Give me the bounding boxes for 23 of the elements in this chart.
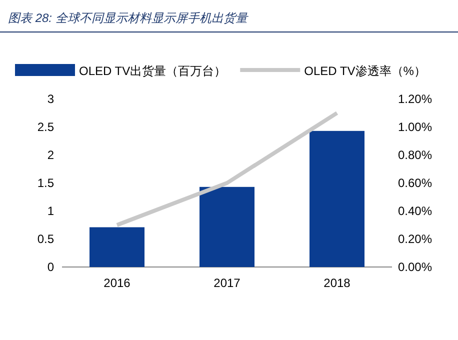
- y2-tick-label: 0.80%: [398, 148, 432, 162]
- legend-label: OLED TV渗透率（%）: [304, 64, 426, 78]
- x-tick-label: 2016: [104, 276, 131, 290]
- y-tick-label: 3: [47, 92, 54, 106]
- y2-tick-label: 0.00%: [398, 260, 432, 274]
- y2-tick-label: 0.60%: [398, 176, 432, 190]
- y-tick-label: 0: [47, 260, 54, 274]
- bar: [310, 130, 364, 267]
- legend-label: OLED TV出货量（百万台）: [79, 64, 226, 78]
- y-tick-label: 2.5: [37, 120, 54, 134]
- title: 图表 28: 全球不同显示材料显示屏手机出货量: [8, 11, 248, 25]
- y-tick-label: 1.5: [37, 176, 54, 190]
- bar: [200, 186, 254, 267]
- x-tick-label: 2018: [324, 276, 351, 290]
- y2-tick-label: 1.00%: [398, 120, 432, 134]
- y-tick-label: 0.5: [37, 232, 54, 246]
- y-tick-label: 2: [47, 148, 54, 162]
- bar: [90, 227, 144, 267]
- x-tick-label: 2017: [214, 276, 241, 290]
- y-tick-label: 1: [47, 204, 54, 218]
- y2-tick-label: 0.20%: [398, 232, 432, 246]
- y2-tick-label: 1.20%: [398, 92, 432, 106]
- y2-tick-label: 0.40%: [398, 204, 432, 218]
